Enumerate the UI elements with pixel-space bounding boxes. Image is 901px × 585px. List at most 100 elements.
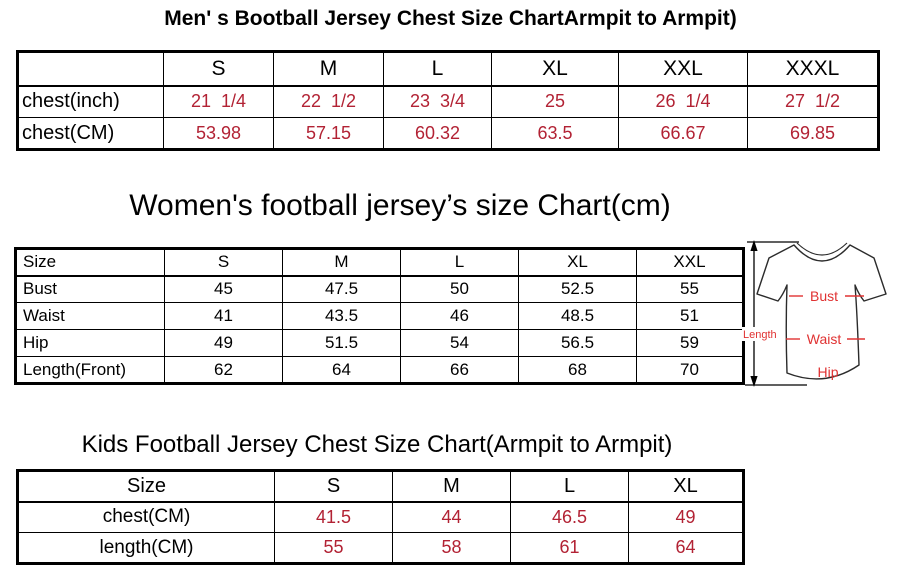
- row-label: chest(inch): [17, 85, 164, 118]
- men-size-table-grid: S M L XL XXL XXXL chest(inch) 21 1/4 22 1/2 23 3…: [16, 50, 880, 151]
- table-row: Length(Front) 62 64 66 68 70: [15, 356, 744, 384]
- kids-chart-title: Kids Football Jersey Chest Size Chart(Ar…: [81, 431, 673, 458]
- row-label: length(CM): [17, 532, 275, 564]
- value-cell: 49: [628, 501, 744, 533]
- table-row: Bust 45 47.5 50 52.5 55: [15, 275, 744, 303]
- tshirt-outline: [756, 244, 887, 380]
- women-table-body: Bust 45 47.5 50 52.5 55 Waist 41 43.5 46 48.5 51 Hip…: [15, 275, 744, 384]
- table-row: chest(CM) 41.5 44 46.5 49: [17, 501, 744, 533]
- value-cell: 64: [282, 356, 401, 384]
- value-cell: 64: [628, 532, 744, 564]
- bust-label: Bust: [810, 288, 838, 304]
- value-cell: 61: [510, 532, 629, 564]
- table-row: Hip 49 51.5 54 56.5 59: [15, 329, 744, 357]
- women-size-table: Size S M L XL XXL Bust 45 47.5 50 52.5 55 Waist 41 43…: [14, 247, 745, 385]
- value-cell: 25: [491, 85, 619, 118]
- column-header: XL: [628, 470, 744, 503]
- tshirt-measurement-diagram: Bust Waist Hip Length: [741, 235, 901, 392]
- value-cell: 70: [636, 356, 744, 384]
- value-cell: 43.5: [282, 302, 401, 330]
- value-cell: 63.5: [491, 117, 619, 150]
- table-row: chest(CM) 53.98 57.15 60.32 63.5 66.67 69.85: [17, 117, 879, 150]
- column-header: Size: [17, 470, 275, 503]
- column-header: Size: [15, 248, 165, 277]
- collar-inner-arc: [796, 242, 848, 256]
- value-cell: 53.98: [163, 117, 274, 150]
- value-cell: 27 1/2: [747, 85, 879, 118]
- column-header: L: [400, 248, 519, 277]
- value-cell: 51: [636, 302, 744, 330]
- length-arrow-head-up: [750, 240, 758, 251]
- header-row: Size S M L XL: [17, 470, 744, 503]
- women-size-table-grid: Size S M L XL XXL Bust 45 47.5 50 52.5 55 Waist 41 43…: [14, 247, 745, 385]
- table-row: length(CM) 55 58 61 64: [17, 532, 744, 564]
- column-header: [17, 51, 164, 87]
- column-header: M: [392, 470, 511, 503]
- value-cell: 46.5: [510, 501, 629, 533]
- kids-table-body: chest(CM) 41.5 44 46.5 49 length(CM) 55 58 61 64: [17, 501, 744, 564]
- value-cell: 56.5: [518, 329, 637, 357]
- table-row: Waist 41 43.5 46 48.5 51: [15, 302, 744, 330]
- value-cell: 66: [400, 356, 519, 384]
- column-header: XXXL: [747, 51, 879, 87]
- waist-label: Waist: [807, 331, 842, 347]
- value-cell: 54: [400, 329, 519, 357]
- value-cell: 49: [164, 329, 283, 357]
- value-cell: 59: [636, 329, 744, 357]
- row-label: chest(CM): [17, 501, 275, 533]
- value-cell: 21 1/4: [163, 85, 274, 118]
- column-header: XL: [491, 51, 619, 87]
- value-cell: 47.5: [282, 275, 401, 303]
- value-cell: 55: [636, 275, 744, 303]
- hip-label: Hip: [817, 364, 838, 380]
- value-cell: 58: [392, 532, 511, 564]
- men-size-table: S M L XL XXL XXXL chest(inch) 21 1/4 22 1/2 23 3…: [16, 50, 880, 151]
- value-cell: 48.5: [518, 302, 637, 330]
- value-cell: 46: [400, 302, 519, 330]
- men-table-body: chest(inch) 21 1/4 22 1/2 23 3/4 25 26 1/4 27 …: [17, 85, 879, 150]
- value-cell: 26 1/4: [618, 85, 748, 118]
- column-header: M: [282, 248, 401, 277]
- value-cell: 60.32: [383, 117, 492, 150]
- column-header: S: [274, 470, 393, 503]
- row-label: Waist: [15, 302, 165, 330]
- header-row: Size S M L XL XXL: [15, 248, 744, 277]
- value-cell: 62: [164, 356, 283, 384]
- column-header: L: [383, 51, 492, 87]
- value-cell: 68: [518, 356, 637, 384]
- value-cell: 41.5: [274, 501, 393, 533]
- value-cell: 50: [400, 275, 519, 303]
- column-header: XXL: [636, 248, 744, 277]
- value-cell: 23 3/4: [383, 85, 492, 118]
- value-cell: 51.5: [282, 329, 401, 357]
- men-chart-title: Men' s Bootball Jersey Chest Size ChartA…: [164, 7, 737, 30]
- value-cell: 41: [164, 302, 283, 330]
- value-cell: 45: [164, 275, 283, 303]
- value-cell: 52.5: [518, 275, 637, 303]
- value-cell: 55: [274, 532, 393, 564]
- value-cell: 57.15: [273, 117, 384, 150]
- value-cell: 69.85: [747, 117, 879, 150]
- women-table-header: Size S M L XL XXL: [15, 248, 744, 277]
- column-header: S: [163, 51, 274, 87]
- column-header: L: [510, 470, 629, 503]
- value-cell: 66.67: [618, 117, 748, 150]
- column-header: M: [273, 51, 384, 87]
- row-label: Length(Front): [15, 356, 165, 384]
- length-label-backing: [742, 327, 782, 341]
- kids-size-table-grid: Size S M L XL chest(CM) 41.5 44 46.5 49 length(CM…: [16, 469, 745, 565]
- row-label: Bust: [15, 275, 165, 303]
- kids-size-table: Size S M L XL chest(CM) 41.5 44 46.5 49 length(CM…: [16, 469, 745, 565]
- row-label: Hip: [15, 329, 165, 357]
- kids-table-header: Size S M L XL: [17, 470, 744, 503]
- length-arrow-head-down: [750, 376, 758, 387]
- value-cell: 22 1/2: [273, 85, 384, 118]
- length-label: Length: [743, 329, 777, 341]
- value-cell: 44: [392, 501, 511, 533]
- tshirt-diagram-svg: Bust Waist Hip Length: [742, 240, 887, 387]
- men-table-header: S M L XL XXL XXXL: [17, 51, 879, 87]
- table-row: chest(inch) 21 1/4 22 1/2 23 3/4 25 26 1/4 27 …: [17, 85, 879, 118]
- column-header: XL: [518, 248, 637, 277]
- column-header: XXL: [618, 51, 748, 87]
